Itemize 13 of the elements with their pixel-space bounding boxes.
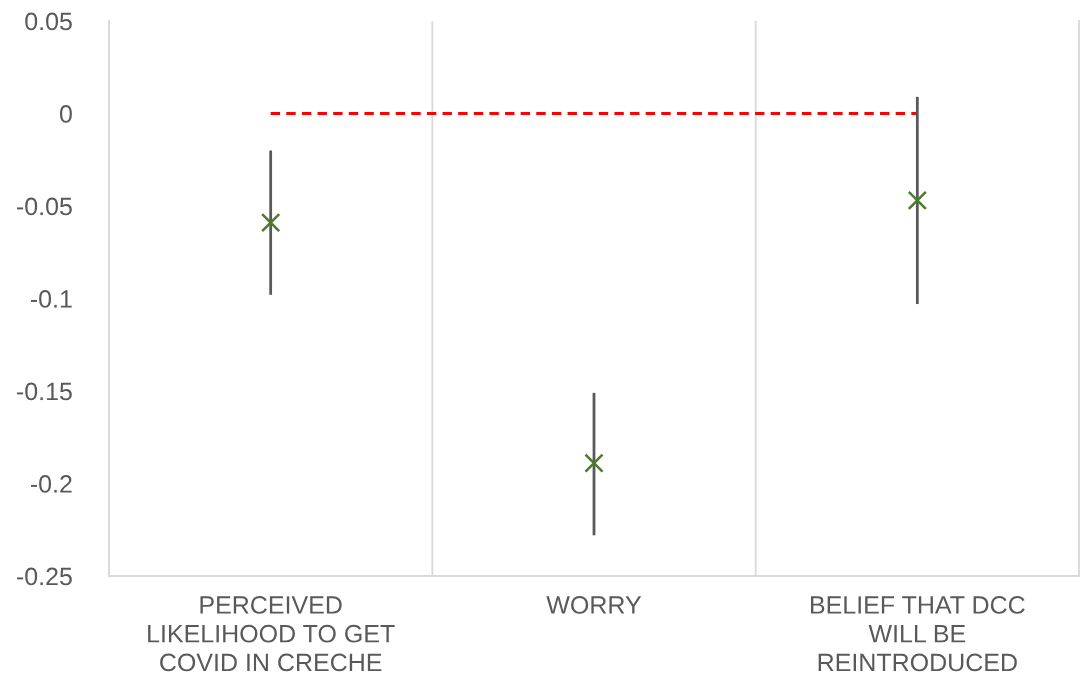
y-tick-label: 0	[59, 105, 72, 123]
y-tick-label: -0.15	[17, 382, 72, 401]
point	[584, 453, 604, 473]
y-tick-label: -0.1	[30, 290, 72, 308]
x-tick-label: BELIEF THAT DCC WILL BE REINTRODUCED	[811, 596, 1025, 672]
y-tick-label: 0.05	[25, 12, 72, 31]
point	[907, 190, 928, 211]
x-tick-label: PERCEIVED LIKELIHOOD TO GET COVID IN CRECHE	[148, 596, 395, 672]
y-tick-label: -0.05	[17, 197, 72, 216]
y-tick-label: -0.25	[17, 567, 72, 586]
x-tick-label: WORRY	[546, 596, 642, 614]
point	[260, 212, 281, 233]
y-tick-label: -0.2	[30, 475, 72, 493]
